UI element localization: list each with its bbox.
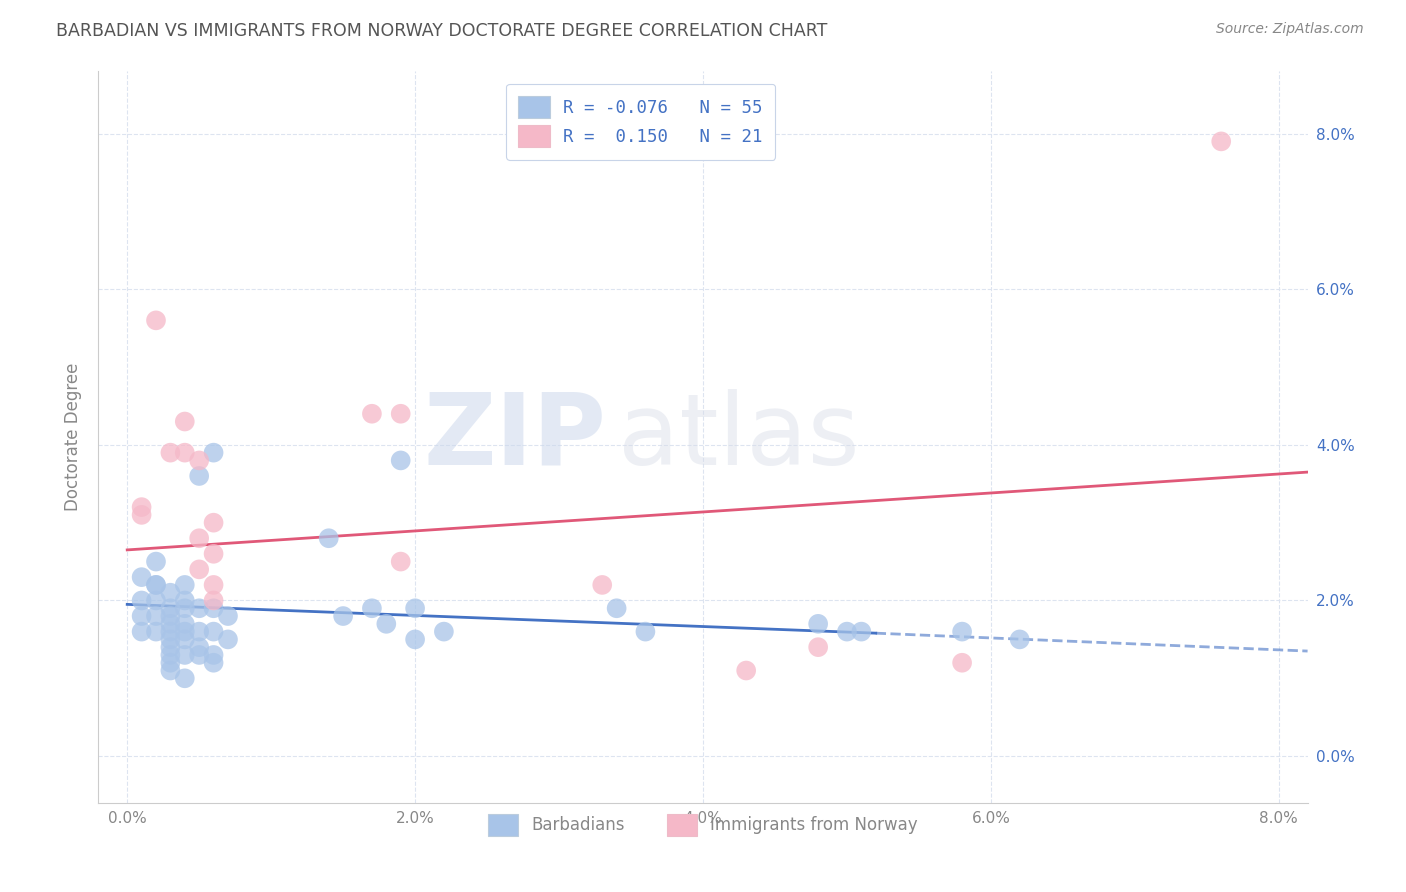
Point	[202, 578, 225, 592]
Point	[159, 632, 181, 647]
Point	[217, 609, 239, 624]
Point	[217, 632, 239, 647]
Point	[361, 407, 384, 421]
Point	[606, 601, 628, 615]
Point	[159, 648, 181, 662]
Point	[173, 445, 195, 459]
Point	[159, 445, 181, 459]
Point	[188, 469, 211, 483]
Point	[1211, 135, 1233, 149]
Legend: Barbadians, Immigrants from Norway: Barbadians, Immigrants from Norway	[478, 805, 928, 846]
Point	[950, 656, 973, 670]
Point	[159, 609, 181, 624]
Point	[145, 624, 167, 639]
Point	[202, 593, 225, 607]
Point	[145, 313, 167, 327]
Point	[735, 664, 758, 678]
Point	[159, 624, 181, 639]
Y-axis label: Doctorate Degree: Doctorate Degree	[65, 363, 83, 511]
Point	[950, 624, 973, 639]
Point	[188, 531, 211, 545]
Point	[145, 578, 167, 592]
Point	[202, 656, 225, 670]
Point	[1008, 632, 1031, 647]
Point	[159, 640, 181, 655]
Point	[159, 664, 181, 678]
Point	[131, 570, 153, 584]
Point	[851, 624, 873, 639]
Point	[145, 555, 167, 569]
Point	[389, 453, 412, 467]
Point	[131, 624, 153, 639]
Point	[202, 547, 225, 561]
Point	[173, 632, 195, 647]
Text: ZIP: ZIP	[423, 389, 606, 485]
Point	[807, 640, 830, 655]
Point	[202, 624, 225, 639]
Text: BARBADIAN VS IMMIGRANTS FROM NORWAY DOCTORATE DEGREE CORRELATION CHART: BARBADIAN VS IMMIGRANTS FROM NORWAY DOCT…	[56, 22, 828, 40]
Point	[332, 609, 354, 624]
Point	[145, 593, 167, 607]
Point	[807, 616, 830, 631]
Point	[361, 601, 384, 615]
Point	[389, 407, 412, 421]
Point	[188, 640, 211, 655]
Point	[131, 593, 153, 607]
Point	[433, 624, 456, 639]
Point	[202, 516, 225, 530]
Point	[188, 453, 211, 467]
Point	[202, 601, 225, 615]
Point	[159, 585, 181, 599]
Point	[202, 648, 225, 662]
Point	[159, 616, 181, 631]
Point	[131, 508, 153, 522]
Point	[159, 601, 181, 615]
Point	[173, 601, 195, 615]
Point	[173, 593, 195, 607]
Point	[173, 671, 195, 685]
Point	[145, 578, 167, 592]
Point	[318, 531, 340, 545]
Point	[375, 616, 398, 631]
Point	[159, 656, 181, 670]
Point	[188, 648, 211, 662]
Text: atlas: atlas	[619, 389, 860, 485]
Point	[145, 609, 167, 624]
Point	[389, 555, 412, 569]
Point	[188, 624, 211, 639]
Point	[188, 562, 211, 576]
Point	[188, 601, 211, 615]
Point	[131, 609, 153, 624]
Point	[173, 415, 195, 429]
Point	[173, 616, 195, 631]
Point	[835, 624, 858, 639]
Point	[173, 648, 195, 662]
Text: Source: ZipAtlas.com: Source: ZipAtlas.com	[1216, 22, 1364, 37]
Point	[173, 624, 195, 639]
Point	[202, 445, 225, 459]
Point	[131, 500, 153, 515]
Point	[404, 601, 426, 615]
Point	[173, 578, 195, 592]
Point	[634, 624, 657, 639]
Point	[404, 632, 426, 647]
Point	[591, 578, 613, 592]
